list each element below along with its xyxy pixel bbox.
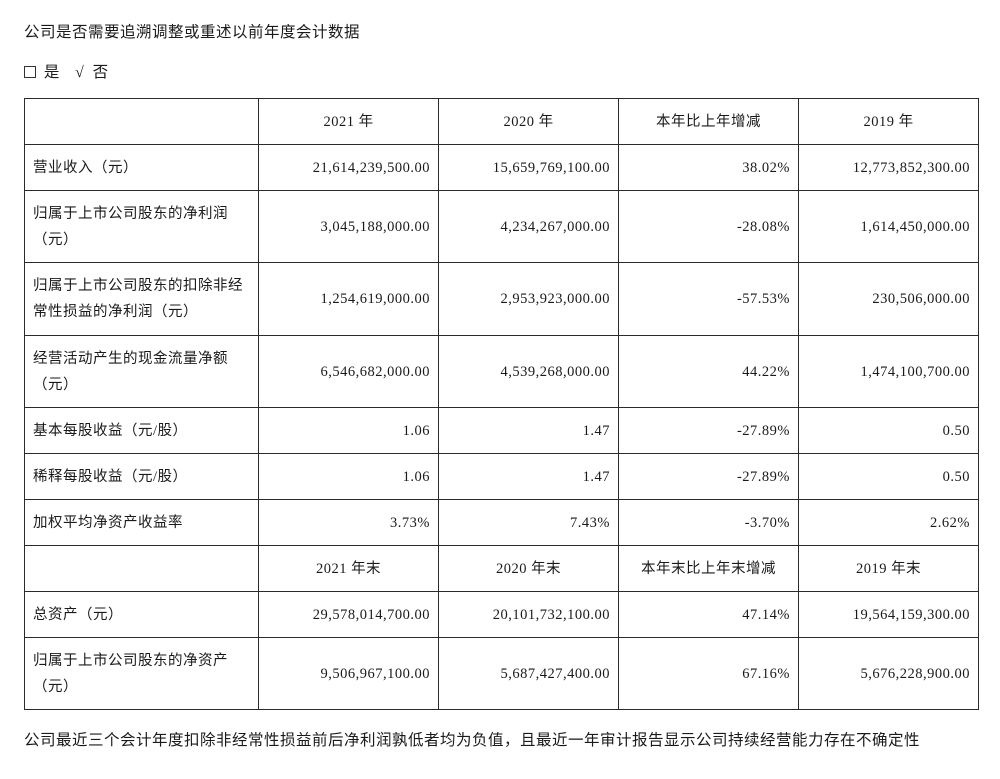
cell-chg: -57.53% (619, 263, 799, 335)
table-row: 归属于上市公司股东的净资产（元） 9,506,967,100.00 5,687,… (25, 638, 979, 710)
cell-2020: 4,234,267,000.00 (439, 191, 619, 263)
cell-chg: 47.14% (619, 592, 799, 638)
cell-chg: -27.89% (619, 407, 799, 453)
cell-chg: -27.89% (619, 453, 799, 499)
intro-text: 公司是否需要追溯调整或重述以前年度会计数据 (24, 20, 976, 42)
h1-c1: 2021 年 (259, 99, 439, 145)
cell-2019: 0.50 (799, 407, 979, 453)
table-row: 基本每股收益（元/股） 1.06 1.47 -27.89% 0.50 (25, 407, 979, 453)
h2-c3: 本年末比上年末增减 (619, 546, 799, 592)
cell-2020: 7.43% (439, 499, 619, 545)
cell-2021: 9,506,967,100.00 (259, 638, 439, 710)
cell-2019: 19,564,159,300.00 (799, 592, 979, 638)
cell-2019: 5,676,228,900.00 (799, 638, 979, 710)
row-label: 基本每股收益（元/股） (25, 407, 259, 453)
cell-2020: 20,101,732,100.00 (439, 592, 619, 638)
cell-2020: 4,539,268,000.00 (439, 335, 619, 407)
table-row: 加权平均净资产收益率 3.73% 7.43% -3.70% 2.62% (25, 499, 979, 545)
cell-2019: 1,474,100,700.00 (799, 335, 979, 407)
checkbox-line: 是 √ 否 (24, 60, 976, 82)
row-label: 归属于上市公司股东的净利润（元） (25, 191, 259, 263)
row-label: 归属于上市公司股东的扣除非经常性损益的净利润（元） (25, 263, 259, 335)
checkbox-yes-icon (24, 66, 36, 78)
table-row: 归属于上市公司股东的净利润（元） 3,045,188,000.00 4,234,… (25, 191, 979, 263)
cell-2019: 12,773,852,300.00 (799, 145, 979, 191)
cell-2020: 5,687,427,400.00 (439, 638, 619, 710)
table-row: 归属于上市公司股东的扣除非经常性损益的净利润（元） 1,254,619,000.… (25, 263, 979, 335)
cell-2019: 0.50 (799, 453, 979, 499)
checkbox-no-label: 否 (93, 64, 110, 81)
cell-2021: 21,614,239,500.00 (259, 145, 439, 191)
cell-2019: 2.62% (799, 499, 979, 545)
h2-c0 (25, 546, 259, 592)
h1-c2: 2020 年 (439, 99, 619, 145)
h1-c3: 本年比上年增减 (619, 99, 799, 145)
financial-table: 2021 年 2020 年 本年比上年增减 2019 年 营业收入（元） 21,… (24, 98, 979, 710)
table-row: 经营活动产生的现金流量净额（元） 6,546,682,000.00 4,539,… (25, 335, 979, 407)
cell-chg: 67.16% (619, 638, 799, 710)
row-label: 总资产（元） (25, 592, 259, 638)
h1-c0 (25, 99, 259, 145)
checkmark-icon: √ (75, 64, 85, 82)
cell-chg: 44.22% (619, 335, 799, 407)
h2-c4: 2019 年末 (799, 546, 979, 592)
cell-2021: 3.73% (259, 499, 439, 545)
table-row: 稀释每股收益（元/股） 1.06 1.47 -27.89% 0.50 (25, 453, 979, 499)
h2-c2: 2020 年末 (439, 546, 619, 592)
cell-2021: 1,254,619,000.00 (259, 263, 439, 335)
cell-2021: 6,546,682,000.00 (259, 335, 439, 407)
cell-2019: 1,614,450,000.00 (799, 191, 979, 263)
cell-2021: 1.06 (259, 453, 439, 499)
cell-2021: 3,045,188,000.00 (259, 191, 439, 263)
cell-chg: -3.70% (619, 499, 799, 545)
header-row-1: 2021 年 2020 年 本年比上年增减 2019 年 (25, 99, 979, 145)
row-label: 稀释每股收益（元/股） (25, 453, 259, 499)
checkbox-yes-label: 是 (44, 64, 61, 81)
table-row: 营业收入（元） 21,614,239,500.00 15,659,769,100… (25, 145, 979, 191)
row-label: 经营活动产生的现金流量净额（元） (25, 335, 259, 407)
cell-2020: 15,659,769,100.00 (439, 145, 619, 191)
footer-text: 公司最近三个会计年度扣除非经常性损益前后净利润孰低者均为负值，且最近一年审计报告… (24, 724, 976, 758)
cell-2020: 1.47 (439, 453, 619, 499)
cell-2021: 1.06 (259, 407, 439, 453)
row-label: 归属于上市公司股东的净资产（元） (25, 638, 259, 710)
cell-2021: 29,578,014,700.00 (259, 592, 439, 638)
table-row: 总资产（元） 29,578,014,700.00 20,101,732,100.… (25, 592, 979, 638)
cell-2020: 2,953,923,000.00 (439, 263, 619, 335)
cell-chg: 38.02% (619, 145, 799, 191)
row-label: 加权平均净资产收益率 (25, 499, 259, 545)
header-row-2: 2021 年末 2020 年末 本年末比上年末增减 2019 年末 (25, 546, 979, 592)
h2-c1: 2021 年末 (259, 546, 439, 592)
row-label: 营业收入（元） (25, 145, 259, 191)
h1-c4: 2019 年 (799, 99, 979, 145)
cell-chg: -28.08% (619, 191, 799, 263)
cell-2019: 230,506,000.00 (799, 263, 979, 335)
cell-2020: 1.47 (439, 407, 619, 453)
